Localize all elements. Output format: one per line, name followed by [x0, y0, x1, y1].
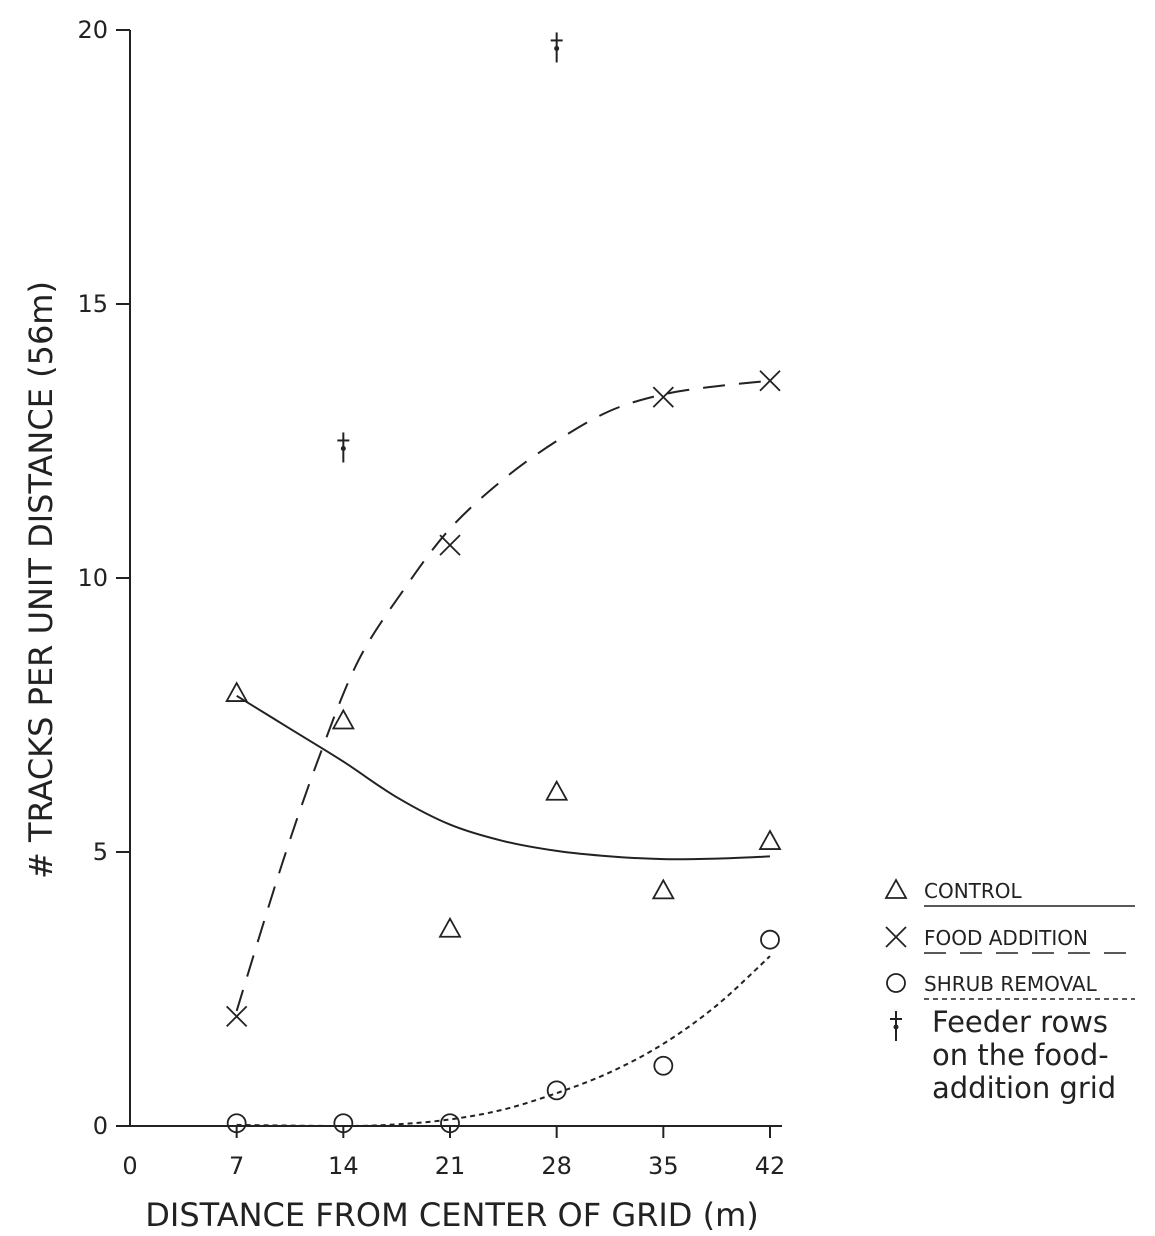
y-tick-label: 5	[93, 838, 108, 866]
control-fit-line	[236, 694, 771, 861]
legend-feeder-note: addition grid	[932, 1071, 1116, 1105]
legend: CONTROL FOOD ADDITION SHRUB REMOVAL Feeder …	[884, 878, 1135, 1105]
shrub-removal-point	[546, 1080, 567, 1101]
fit-curves	[235, 379, 771, 1128]
x-tick-label: 7	[229, 1152, 244, 1180]
x-marker-stroke	[439, 534, 461, 556]
food-addition-point	[226, 1005, 248, 1028]
control-point	[545, 779, 569, 801]
y-tick-label: 0	[93, 1112, 108, 1140]
y-tick-label: 10	[77, 564, 108, 592]
y-tick-label: 15	[77, 290, 108, 318]
control-point	[651, 878, 675, 900]
x-marker-stroke	[885, 926, 907, 948]
y-ticks: 0 5 10 15 20	[77, 16, 130, 1140]
food-addition-point	[652, 386, 674, 408]
feeder-row-marker	[550, 32, 563, 63]
y-tick-label: 20	[77, 16, 108, 44]
control-point	[758, 829, 782, 850]
x-tick-label: 35	[648, 1152, 679, 1180]
shrub-removal-fit-line	[236, 955, 771, 1128]
axes: 0 5 10 15 20 0 7 14 21 28 35 42	[77, 16, 785, 1180]
x-tick-label: 14	[328, 1152, 359, 1180]
feeder-rows	[337, 32, 563, 463]
data-points	[225, 370, 782, 1134]
x-tick-label: 28	[541, 1152, 572, 1180]
x-marker-stroke	[652, 386, 674, 408]
shrub-removal-point	[653, 1055, 674, 1076]
legend-shrub-removal-label: SHRUB REMOVAL	[924, 972, 1098, 996]
food-addition-fit-line	[235, 379, 771, 1012]
shrub-removal-point	[440, 1113, 460, 1134]
control-point	[225, 681, 249, 702]
x-tick-label: 21	[435, 1152, 466, 1180]
x-marker-stroke	[226, 1005, 248, 1028]
x-marker-stroke	[759, 370, 781, 392]
control-point	[331, 708, 355, 730]
feeder-row-marker	[890, 1011, 902, 1041]
legend-food-addition-marker	[885, 926, 907, 948]
legend-food-addition-label: FOOD ADDITION	[924, 926, 1088, 950]
legend-control-marker	[884, 878, 908, 899]
control-point	[438, 916, 462, 938]
shrub-removal-point	[333, 1113, 354, 1134]
x-tick-label: 42	[755, 1152, 786, 1180]
y-axis-title: # TRACKS PER UNIT DISTANCE (56m)	[22, 281, 60, 879]
dagger-dot	[554, 45, 560, 51]
x-ticks: 0 7 14 21 28 35 42	[122, 1126, 785, 1180]
x-tick-label: 0	[122, 1152, 137, 1180]
legend-feeder-note: on the food-	[932, 1038, 1109, 1072]
legend-shrub-removal-marker	[886, 973, 906, 993]
x-axis-title: DISTANCE FROM CENTER OF GRID (m)	[145, 1196, 758, 1234]
dagger-dot	[340, 445, 346, 451]
legend-control-label: CONTROL	[924, 879, 1023, 903]
food-addition-point	[759, 370, 781, 392]
feeder-row-marker	[337, 432, 350, 463]
legend-feeder-note: Feeder rows	[932, 1005, 1108, 1039]
shrub-removal-point	[226, 1113, 247, 1134]
dagger-dot	[893, 1024, 899, 1030]
shrub-removal-point	[760, 929, 780, 950]
food-addition-point	[439, 534, 461, 556]
